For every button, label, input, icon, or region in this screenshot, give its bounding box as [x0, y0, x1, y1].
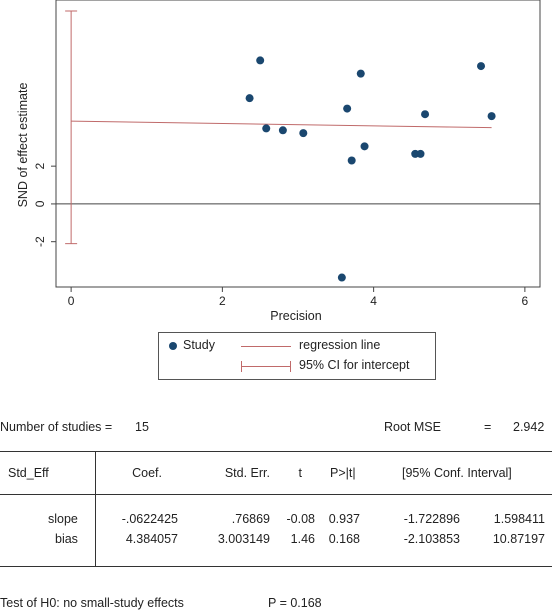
legend-line-regression	[241, 346, 291, 347]
study-point	[337, 273, 346, 282]
header-ci: [95% Conf. Interval]	[402, 466, 512, 480]
n-studies-label: Number of studies =	[0, 420, 113, 434]
header-t: t	[298, 466, 302, 480]
rmse-value: 2.942	[513, 420, 545, 434]
table-bottom-rule	[0, 566, 552, 567]
legend: Study regression line 95% CI for interce…	[158, 332, 436, 380]
header-coef: Coef.	[132, 466, 162, 480]
legend-label-regression: regression line	[299, 338, 381, 352]
study-point	[262, 124, 271, 133]
header-p: P>|t|	[330, 466, 356, 480]
header-std-err: Std. Err.	[224, 466, 270, 480]
row-slope-ci-high: 1.598411	[493, 512, 545, 526]
study-point	[477, 62, 486, 71]
study-point	[356, 69, 365, 78]
study-point	[347, 156, 356, 165]
row-slope-t: -0.08	[286, 512, 316, 526]
rmse-eq: =	[484, 420, 492, 434]
legend-label-ci: 95% CI for intercept	[299, 358, 410, 372]
x-axis-title: Precision	[270, 309, 321, 323]
row-slope-ci-low: -1.722896	[403, 512, 460, 526]
row-slope-se: .76869	[231, 512, 270, 526]
study-point	[360, 142, 369, 151]
plot-area	[55, 0, 541, 288]
row-slope-p: 0.937	[328, 512, 360, 526]
row-bias-coef: 4.384057	[125, 532, 178, 546]
study-point	[416, 149, 425, 158]
header-std-eff: Std_Eff	[8, 466, 49, 480]
study-point	[421, 110, 430, 119]
study-point	[299, 129, 308, 138]
x-tick-label: 0	[68, 294, 75, 308]
row-bias-ci-high: 10.87197	[492, 532, 545, 546]
table-divider	[95, 451, 96, 566]
study-point	[278, 126, 287, 135]
test-h0-label: Test of H0: no small-study effects	[0, 596, 184, 610]
row-slope-coef: -.0622425	[121, 512, 178, 526]
rmse-label: Root MSE	[384, 420, 441, 434]
funnel-regression-plot: 0 2 4 6 -2 0 2 Precision SND of effect estimat…	[16, 0, 541, 323]
legend-ci-marker	[241, 361, 291, 372]
y-axis-title: SND of effect estimate	[16, 83, 30, 208]
table-top-rule	[0, 451, 552, 452]
row-bias-se: 3.003149	[217, 532, 270, 546]
row-bias-ci-low: -2.103853	[403, 532, 460, 546]
row-bias-t: 1.46	[290, 532, 315, 546]
y-tick-label: -2	[33, 236, 47, 247]
test-h0-pvalue: P = 0.168	[268, 596, 322, 610]
study-point	[245, 94, 254, 103]
study-point	[343, 104, 352, 113]
row-bias-name: bias	[55, 532, 78, 546]
study-point	[256, 56, 265, 65]
x-tick-label: 6	[522, 294, 529, 308]
x-tick-label: 4	[370, 294, 377, 308]
row-bias-p: 0.168	[328, 532, 360, 546]
legend-label-study: Study	[183, 338, 215, 352]
n-studies-value: 15	[135, 420, 149, 434]
table-header-rule	[0, 494, 552, 495]
study-point	[487, 112, 496, 121]
row-slope-name: slope	[48, 512, 78, 526]
y-tick-label: 0	[33, 200, 47, 207]
regression-line	[71, 120, 492, 129]
legend-marker-study	[169, 342, 177, 350]
y-tick-label: 2	[33, 163, 47, 170]
x-tick-label: 2	[219, 294, 226, 308]
